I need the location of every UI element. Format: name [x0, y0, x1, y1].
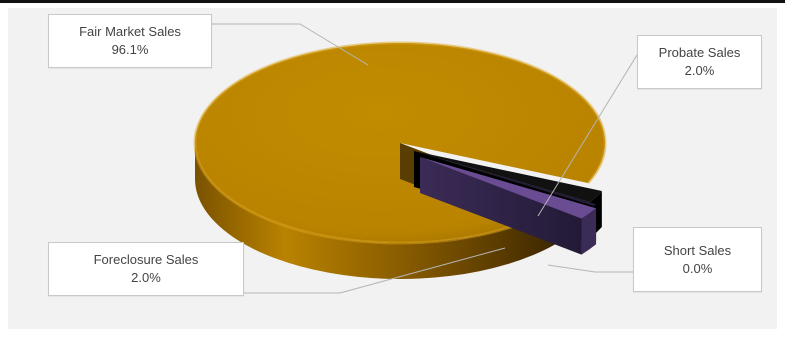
- slice-value-foreclosure: 2.0%: [131, 270, 161, 285]
- slice-value-short: 0.0%: [682, 260, 713, 276]
- leader-line-foreclosure: [244, 247, 506, 294]
- leader-line-probate: [537, 54, 638, 217]
- slice-name-probate: Probate Sales: [658, 45, 741, 60]
- slice-name-short: Short Sales: [663, 242, 732, 258]
- slice-outer-foreclosure: [581, 208, 597, 255]
- data-label-foreclosure: Foreclosure Sales 2.0%: [48, 242, 244, 296]
- slice-side-fair-market: [195, 143, 555, 279]
- leader-line-fair-market: [212, 23, 369, 66]
- slice-name-fair-market: Fair Market Sales: [79, 24, 181, 39]
- slice-side-foreclosure: [420, 157, 582, 255]
- leader-line-short: [547, 264, 633, 273]
- data-label-short: Short Sales 0.0%: [633, 227, 762, 292]
- data-label-probate: Probate Sales 2.0%: [637, 35, 762, 89]
- top-rule: [0, 0, 785, 3]
- slice-value-probate: 2.0%: [684, 63, 715, 78]
- slice-name-foreclosure: Foreclosure Sales: [93, 252, 199, 267]
- data-label-fair-market: Fair Market Sales 96.1%: [48, 14, 212, 68]
- slice-foreclosure: [420, 157, 597, 219]
- slice-rim-fair-market: [193, 41, 607, 245]
- slice-value-fair-market: 96.1%: [111, 42, 149, 57]
